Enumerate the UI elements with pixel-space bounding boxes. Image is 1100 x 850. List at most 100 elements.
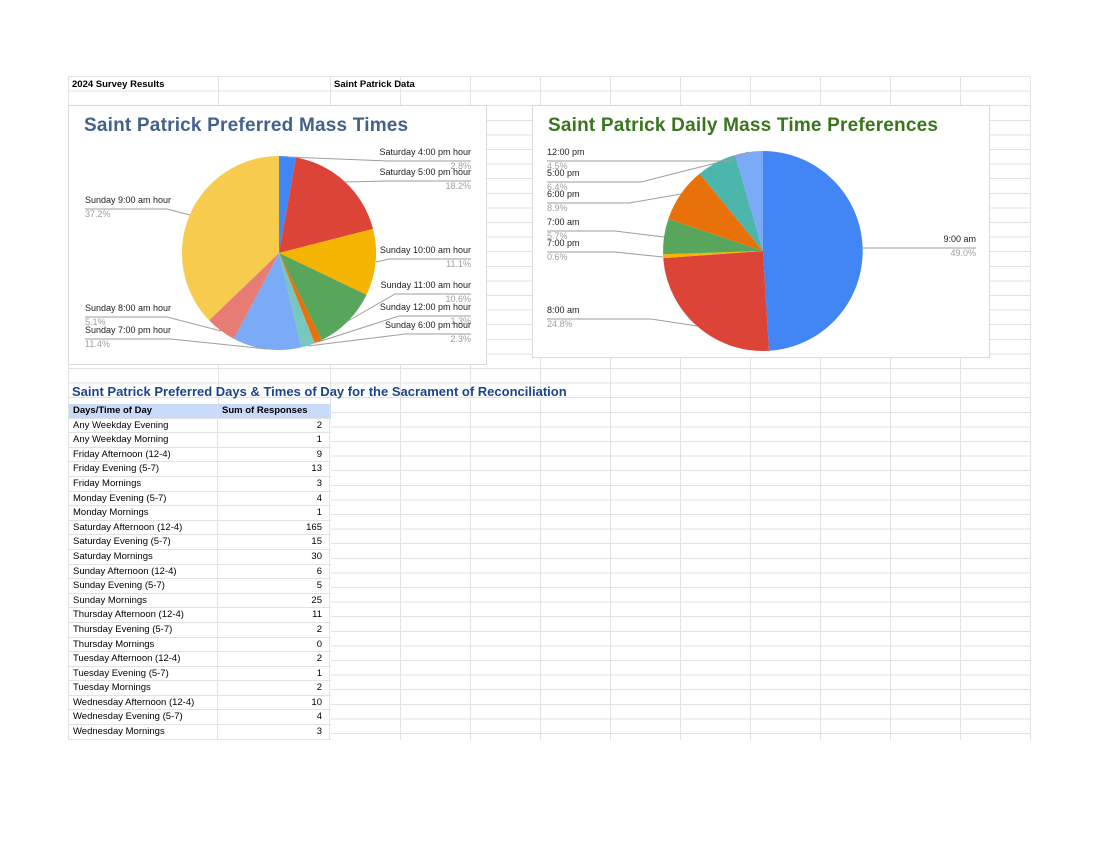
slice-name: 7:00 am [547, 217, 580, 227]
leader-line [547, 251, 664, 258]
slice-percent: 2.3% [450, 334, 471, 344]
chart-preferred-mass-times[interactable]: Saint Patrick Preferred Mass Times Satur… [68, 105, 487, 365]
pie-slice[interactable] [663, 251, 763, 259]
cell-sum-responses[interactable]: 1 [218, 506, 330, 520]
cell-sum-responses[interactable]: 3 [218, 725, 330, 739]
reconciliation-heading[interactable]: Saint Patrick Preferred Days & Times of … [72, 384, 567, 399]
pie-slice[interactable] [663, 251, 769, 351]
grid-line [610, 77, 611, 740]
column-header-sum-responses[interactable]: Sum of Responses [218, 404, 330, 418]
column-header-days-time[interactable]: Days/Time of Day [68, 404, 218, 418]
cell-day-time[interactable]: Monday Mornings [68, 506, 218, 520]
slice-percent: 11.4% [85, 339, 110, 349]
leader-line [547, 162, 717, 183]
pie-slice-label: 9:00 am 49.0% [943, 234, 976, 259]
slice-name: 5:00 pm [547, 168, 580, 178]
cell-day-time[interactable]: Wednesday Mornings [68, 725, 218, 739]
pie-slice[interactable] [181, 156, 279, 321]
cell-day-time[interactable]: Friday Evening (5-7) [68, 462, 218, 476]
table-row: Thursday Afternoon (12-4) 11 [68, 608, 331, 623]
pie-slice[interactable] [668, 173, 763, 251]
leader-line [547, 151, 749, 162]
slice-name: 8:00 am [547, 305, 580, 315]
pie-slice[interactable] [699, 155, 763, 251]
cell-day-time[interactable]: Sunday Evening (5-7) [68, 579, 218, 593]
leader-line [287, 156, 471, 162]
cell-day-time[interactable]: Wednesday Evening (5-7) [68, 710, 218, 725]
pie-slice-label: 6:00 pm 8.9% [547, 189, 580, 214]
leader-line [85, 316, 222, 332]
cell-day-time[interactable]: Friday Mornings [68, 476, 218, 491]
cell-sum-responses[interactable]: 13 [218, 462, 330, 476]
pie-slice-label: 7:00 am 5.7% [547, 217, 580, 242]
cell-day-time[interactable]: Tuesday Mornings [68, 681, 218, 695]
cell-day-time[interactable]: Friday Afternoon (12-4) [68, 447, 218, 462]
cell-sum-responses[interactable]: 4 [218, 710, 330, 725]
pie-slice-label: Sunday 8:00 am hour 5.1% [85, 303, 171, 328]
cell-sum-responses[interactable]: 2 [218, 652, 330, 666]
cell-sum-responses[interactable]: 11 [218, 608, 330, 622]
cell-sum-responses[interactable]: 25 [218, 593, 330, 608]
cell-day-time[interactable]: Thursday Evening (5-7) [68, 622, 218, 637]
cell-sum-responses[interactable]: 0 [218, 637, 330, 652]
cell-sum-responses[interactable]: 4 [218, 491, 330, 506]
cell-day-time[interactable]: Sunday Afternoon (12-4) [68, 564, 218, 579]
cell-day-time[interactable]: Thursday Mornings [68, 637, 218, 652]
pie-slice[interactable] [209, 253, 279, 339]
cell-sum-responses[interactable]: 10 [218, 695, 330, 710]
cell-sum-responses[interactable]: 2 [218, 622, 330, 637]
cell-sum-responses[interactable]: 6 [218, 564, 330, 579]
cell-day-time[interactable]: Tuesday Evening (5-7) [68, 666, 218, 681]
cell-day-time[interactable]: Wednesday Afternoon (12-4) [68, 695, 218, 710]
chart-daily-mass-time-preferences[interactable]: Saint Patrick Daily Mass Time Preference… [532, 105, 990, 358]
cell-day-time[interactable]: Saturday Afternoon (12-4) [68, 520, 218, 535]
cell-sum-responses[interactable]: 1 [218, 433, 330, 447]
slice-percent: 0.6% [547, 252, 568, 262]
leader-line [344, 180, 471, 183]
cell-day-time[interactable]: Any Weekday Evening [68, 418, 218, 433]
leader-line [547, 193, 682, 204]
cell-sum-responses[interactable]: 3 [218, 476, 330, 491]
pie-slice[interactable] [279, 156, 296, 253]
reconciliation-table: Days/Time of Day Sum of Responses Any We… [68, 404, 331, 740]
cell-c1[interactable]: Saint Patrick Data [334, 79, 415, 90]
cell-sum-responses[interactable]: 15 [218, 535, 330, 549]
pie-slice[interactable] [663, 219, 763, 255]
table-row: Saturday Evening (5-7) 15 [68, 535, 331, 550]
slice-percent: 5.1% [85, 317, 106, 327]
cell-sum-responses[interactable]: 9 [218, 447, 330, 462]
leader-line [307, 333, 471, 347]
cell-sum-responses[interactable]: 30 [218, 549, 330, 564]
cell-day-time[interactable]: Tuesday Afternoon (12-4) [68, 652, 218, 666]
pie-slice[interactable] [279, 253, 315, 348]
cell-sum-responses[interactable]: 2 [218, 418, 330, 433]
table-row: Saturday Mornings 30 [68, 549, 331, 565]
leader-line [85, 338, 268, 350]
cell-day-time[interactable]: Saturday Evening (5-7) [68, 535, 218, 549]
table-row: Any Weekday Morning 1 [68, 433, 331, 448]
cell-sum-responses[interactable]: 5 [218, 579, 330, 593]
pie-slice-label: Sunday 9:00 am hour 37.2% [85, 195, 171, 220]
pie-slice[interactable] [763, 151, 863, 351]
table-row: Monday Mornings 1 [68, 506, 331, 521]
cell-sum-responses[interactable]: 2 [218, 681, 330, 695]
pie-slice[interactable] [233, 253, 302, 351]
pie-slice[interactable] [279, 157, 373, 254]
cell-day-time[interactable]: Saturday Mornings [68, 549, 218, 564]
cell-day-time[interactable]: Thursday Afternoon (12-4) [68, 608, 218, 622]
cell-sum-responses[interactable]: 1 [218, 666, 330, 681]
table-row: Tuesday Mornings 2 [68, 681, 331, 696]
cell-day-time[interactable]: Monday Evening (5-7) [68, 491, 218, 506]
cell-day-time[interactable]: Sunday Mornings [68, 593, 218, 608]
cell-a1[interactable]: 2024 Survey Results [72, 79, 165, 90]
cell-sum-responses[interactable]: 165 [218, 520, 330, 535]
pie-slice[interactable] [279, 253, 367, 340]
pie-slice[interactable] [279, 228, 377, 295]
pie-chart [547, 151, 976, 351]
cell-day-time[interactable]: Any Weekday Morning [68, 433, 218, 447]
pie-slice[interactable] [735, 151, 763, 251]
table-row: Friday Afternoon (12-4) 9 [68, 447, 331, 463]
grid-line [540, 77, 541, 740]
pie-slice[interactable] [279, 253, 322, 344]
